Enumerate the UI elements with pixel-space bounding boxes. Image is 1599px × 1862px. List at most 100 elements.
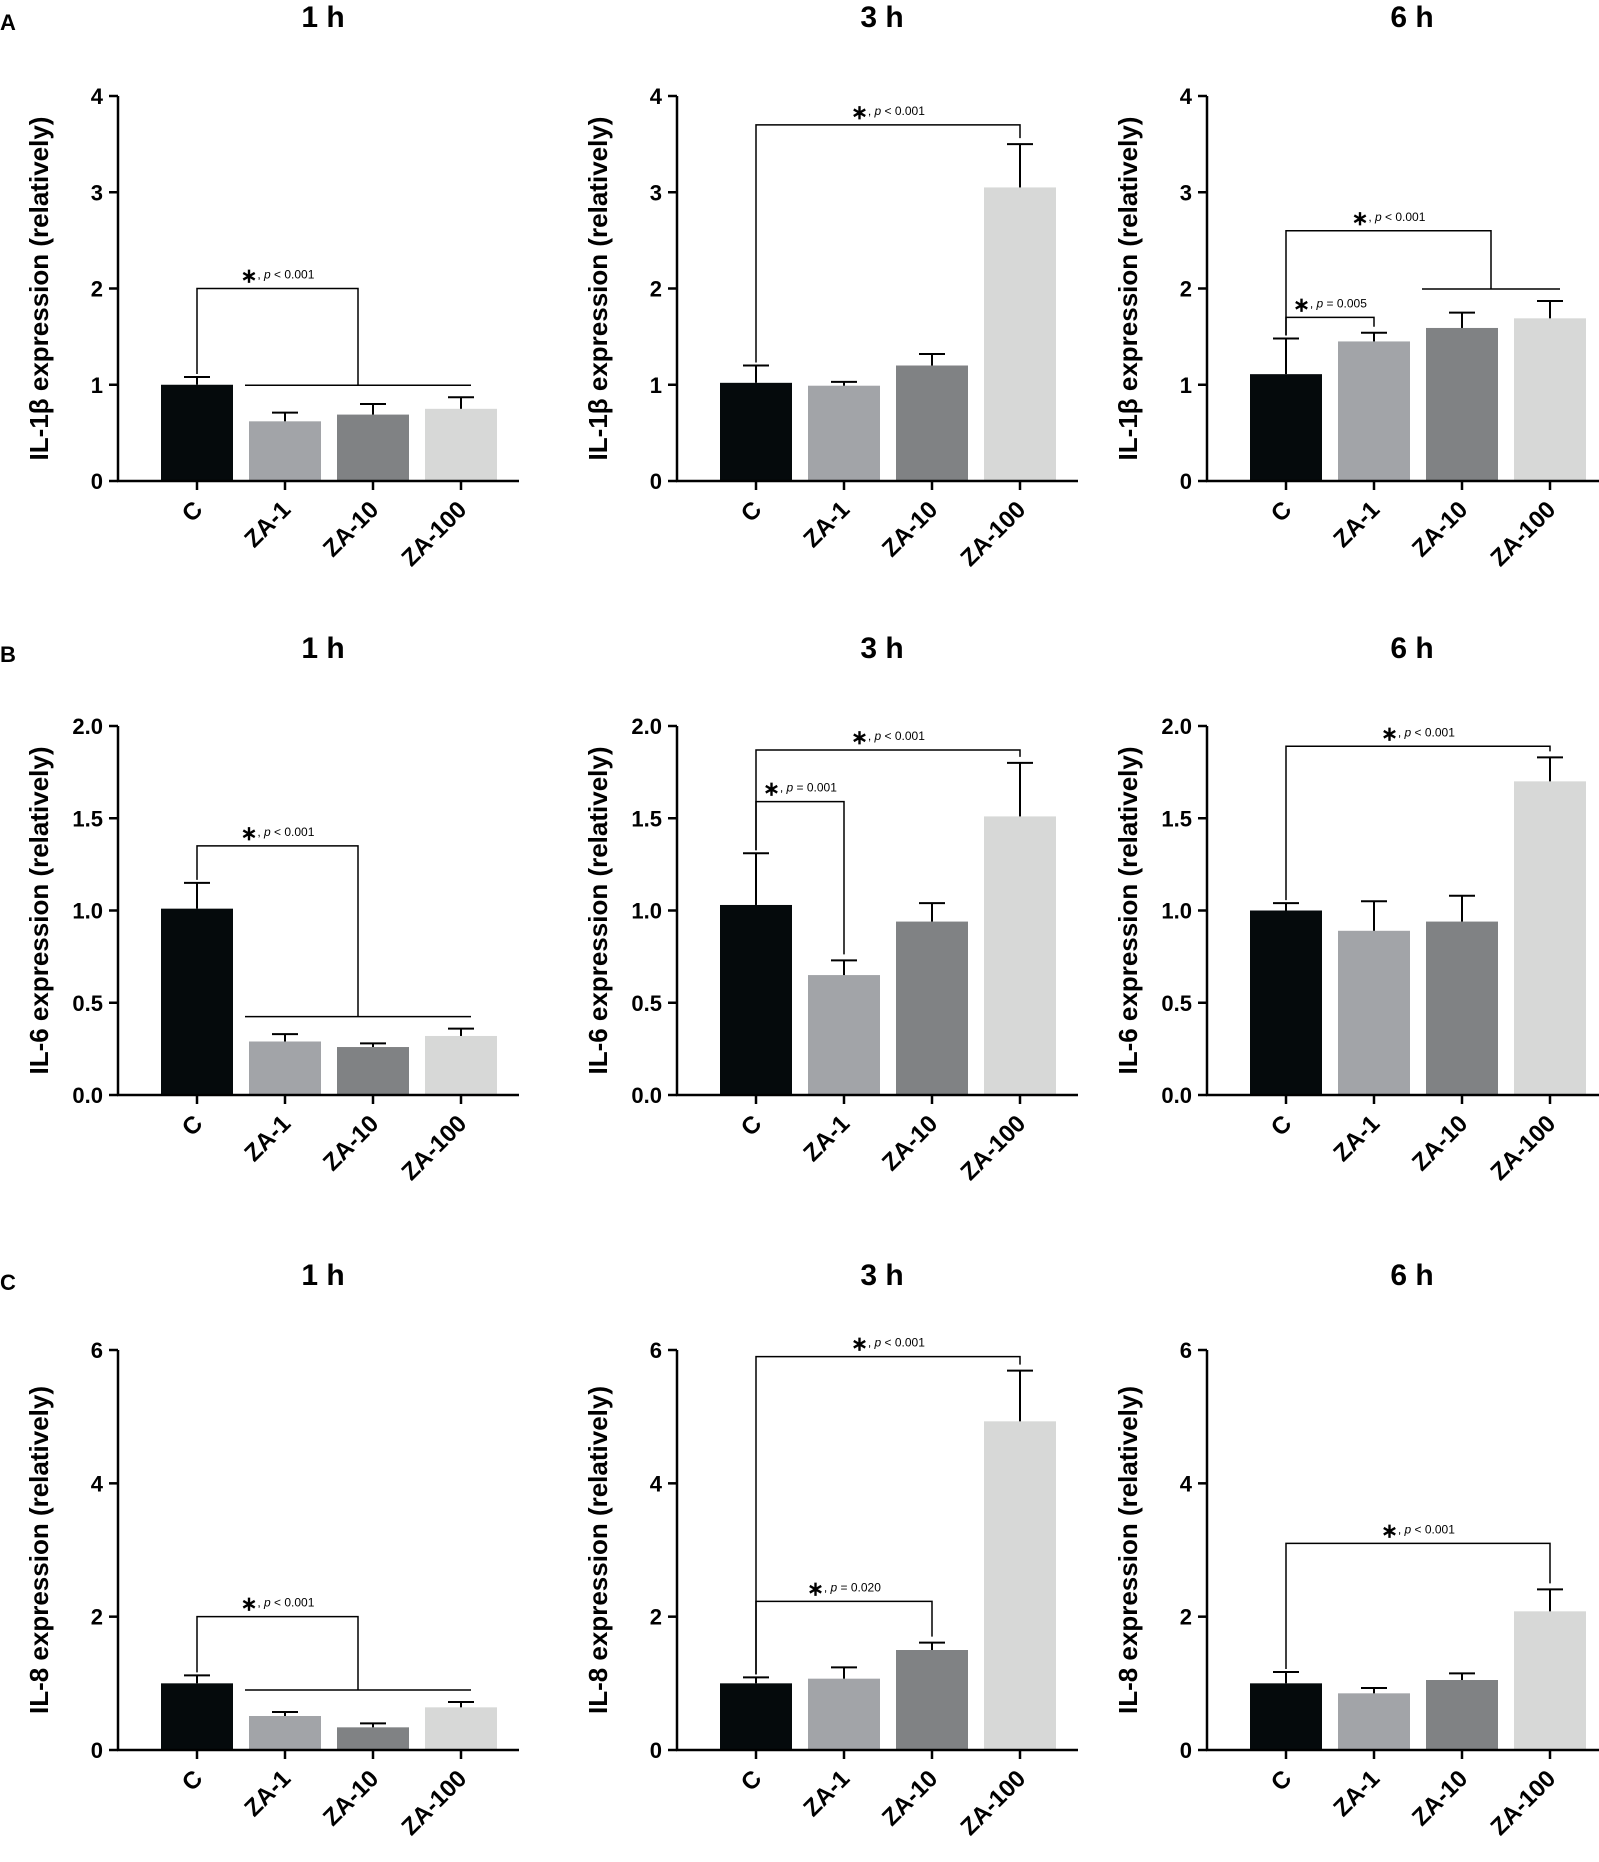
chart-3-significance-0-label: ∗, p = 0.005 bbox=[1293, 294, 1367, 316]
chart-1-title: 1 h bbox=[301, 1, 344, 34]
chart-7-category-label-ZA-10: ZA-10 bbox=[318, 1765, 384, 1831]
chart-2-bar-C bbox=[720, 382, 792, 481]
chart-3-significance-1-bracket bbox=[1285, 230, 1492, 336]
chart-1-category-label-ZA-1: ZA-1 bbox=[239, 496, 296, 553]
chart-4-y-tick-label-0: 0.0 bbox=[72, 1083, 103, 1108]
chart-5-bar-ZA-10 bbox=[896, 921, 968, 1095]
chart-6-y-tick-label-4: 2.0 bbox=[1161, 714, 1192, 739]
chart-8-bar-ZA-100 bbox=[984, 1421, 1056, 1750]
chart-2-y-tick-label-2: 2 bbox=[650, 277, 662, 302]
chart-8-title: 3 h bbox=[860, 1259, 903, 1292]
chart-5-y-tick-label-1: 0.5 bbox=[631, 991, 662, 1016]
chart-4-y-tick-label-1: 0.5 bbox=[72, 991, 103, 1016]
chart-8-y-tick-label-0: 0 bbox=[650, 1738, 662, 1763]
chart-7-category-label-ZA-100: ZA-100 bbox=[397, 1765, 473, 1841]
chart-5-y-tick-label-2: 1.0 bbox=[631, 899, 662, 924]
chart-9-category-label-ZA-10: ZA-10 bbox=[1407, 1765, 1473, 1831]
chart-7-y-tick-label-3: 6 bbox=[91, 1338, 103, 1363]
chart-4-bar-ZA-10 bbox=[337, 1047, 409, 1095]
chart-1-y-tick-label-4: 4 bbox=[91, 84, 104, 109]
chart-1-y-tick-label-2: 2 bbox=[91, 277, 103, 302]
chart-2: 3 h IL-1β expression (relatively) 0 1 2 3 4 C ZA… bbox=[583, 1, 1078, 572]
chart-3-title: 6 h bbox=[1390, 1, 1433, 34]
chart-5-bar-C bbox=[720, 904, 792, 1095]
chart-9-bar-C bbox=[1250, 1683, 1322, 1750]
chart-5-y-axis-label: IL-6 expression (relatively) bbox=[583, 746, 613, 1074]
chart-5-y-tick-label-4: 2.0 bbox=[631, 714, 662, 739]
chart-3-bar-ZA-1 bbox=[1338, 341, 1410, 481]
chart-1-bar-ZA-100 bbox=[425, 408, 497, 481]
chart-4-y-axis-label: IL-6 expression (relatively) bbox=[24, 746, 54, 1074]
chart-2-significance-0-bracket bbox=[755, 124, 1021, 363]
chart-6-bar-C bbox=[1250, 910, 1322, 1095]
chart-6-bar-ZA-100 bbox=[1514, 781, 1586, 1095]
chart-2-significance-0-label: ∗, p < 0.001 bbox=[851, 102, 925, 124]
chart-2-y-tick-label-3: 3 bbox=[650, 180, 662, 205]
chart-5-y-tick-label-0: 0.0 bbox=[631, 1083, 662, 1108]
chart-7-y-tick-label-1: 2 bbox=[91, 1605, 103, 1630]
chart-7-category-label-C: C bbox=[177, 1765, 208, 1796]
chart-8: 3 h IL-8 expression (relatively) 0 2 4 6 C ZA-1… bbox=[583, 1259, 1078, 1841]
chart-8-bar-ZA-10 bbox=[896, 1650, 968, 1750]
chart-6-category-label-ZA-1: ZA-1 bbox=[1328, 1110, 1385, 1167]
chart-9-y-tick-label-0: 0 bbox=[1180, 1738, 1192, 1763]
chart-8-bar-ZA-1 bbox=[808, 1678, 880, 1750]
chart-2-category-label-C: C bbox=[736, 496, 767, 527]
chart-5-significance-1-bracket bbox=[755, 749, 1021, 851]
chart-6-significance-0-label: ∗, p < 0.001 bbox=[1381, 723, 1455, 745]
chart-6: 6 h IL-6 expression (relatively) 0.0 0.5 1.0… bbox=[1113, 632, 1599, 1186]
chart-9-y-tick-label-2: 4 bbox=[1180, 1471, 1193, 1496]
chart-3-y-tick-label-3: 3 bbox=[1180, 180, 1192, 205]
chart-5-bar-ZA-100 bbox=[984, 816, 1056, 1095]
chart-9-bar-ZA-100 bbox=[1514, 1611, 1586, 1750]
chart-9-category-label-C: C bbox=[1266, 1765, 1297, 1796]
chart-9: 6 h IL-8 expression (relatively) 0 2 4 6 C ZA-1… bbox=[1113, 1259, 1599, 1841]
chart-5-bar-ZA-1 bbox=[808, 975, 880, 1095]
chart-1-y-tick-label-1: 1 bbox=[91, 373, 103, 398]
chart-1-bar-C bbox=[161, 384, 233, 481]
chart-5-y-tick-label-3: 1.5 bbox=[631, 806, 662, 831]
chart-9-y-axis-label: IL-8 expression (relatively) bbox=[1113, 1386, 1143, 1714]
chart-1-category-label-ZA-10: ZA-10 bbox=[318, 496, 384, 562]
chart-9-significance-0-bracket bbox=[1285, 1542, 1551, 1669]
chart-9-category-label-ZA-1: ZA-1 bbox=[1328, 1765, 1385, 1822]
chart-7-significance-0-label: ∗, p < 0.001 bbox=[241, 1594, 315, 1616]
chart-8-significance-0-label: ∗, p = 0.020 bbox=[807, 1578, 881, 1600]
chart-9-title: 6 h bbox=[1390, 1259, 1433, 1292]
chart-5-significance-0-label: ∗, p = 0.001 bbox=[763, 779, 837, 801]
chart-7-significance-0-bracket bbox=[196, 1615, 359, 1690]
panel-label-b: B bbox=[0, 642, 16, 667]
chart-6-y-tick-label-1: 0.5 bbox=[1161, 991, 1192, 1016]
chart-4-category-label-ZA-10: ZA-10 bbox=[318, 1110, 384, 1176]
chart-6-category-label-ZA-100: ZA-100 bbox=[1486, 1110, 1562, 1186]
chart-2-bar-ZA-100 bbox=[984, 187, 1056, 481]
chart-4-title: 1 h bbox=[301, 632, 344, 665]
chart-8-category-label-ZA-1: ZA-1 bbox=[798, 1765, 855, 1822]
chart-8-category-label-ZA-100: ZA-100 bbox=[956, 1765, 1032, 1841]
chart-1-category-label-C: C bbox=[177, 496, 208, 527]
chart-4-significance-0-bracket bbox=[196, 845, 359, 1017]
chart-4-bar-ZA-100 bbox=[425, 1035, 497, 1095]
chart-7-bar-C bbox=[161, 1683, 233, 1750]
chart-5: 3 h IL-6 expression (relatively) 0.0 0.5 1.0… bbox=[583, 632, 1078, 1186]
chart-9-y-tick-label-1: 2 bbox=[1180, 1605, 1192, 1630]
chart-3-y-tick-label-1: 1 bbox=[1180, 373, 1192, 398]
chart-6-bar-ZA-10 bbox=[1426, 921, 1498, 1095]
chart-8-y-axis-label: IL-8 expression (relatively) bbox=[583, 1386, 613, 1714]
chart-8-bar-C bbox=[720, 1683, 792, 1750]
chart-2-bar-ZA-1 bbox=[808, 385, 880, 481]
chart-2-category-label-ZA-1: ZA-1 bbox=[798, 496, 855, 553]
chart-3-y-tick-label-2: 2 bbox=[1180, 277, 1192, 302]
chart-3-bar-ZA-10 bbox=[1426, 327, 1498, 481]
chart-8-y-tick-label-2: 4 bbox=[650, 1471, 663, 1496]
chart-1-significance-0-label: ∗, p < 0.001 bbox=[241, 266, 315, 288]
chart-3-category-label-ZA-10: ZA-10 bbox=[1407, 496, 1473, 562]
chart-9-y-tick-label-3: 6 bbox=[1180, 1338, 1192, 1363]
chart-6-significance-0-bracket bbox=[1285, 745, 1551, 901]
chart-3: 6 h IL-1β expression (relatively) 0 1 2 3 4 C ZA… bbox=[1113, 1, 1599, 572]
chart-8-category-label-ZA-10: ZA-10 bbox=[877, 1765, 943, 1831]
chart-7: 1 h IL-8 expression (relatively) 0 2 4 6 C ZA-1… bbox=[24, 1259, 519, 1841]
chart-5-category-label-ZA-100: ZA-100 bbox=[956, 1110, 1032, 1186]
chart-6-category-label-ZA-10: ZA-10 bbox=[1407, 1110, 1473, 1176]
